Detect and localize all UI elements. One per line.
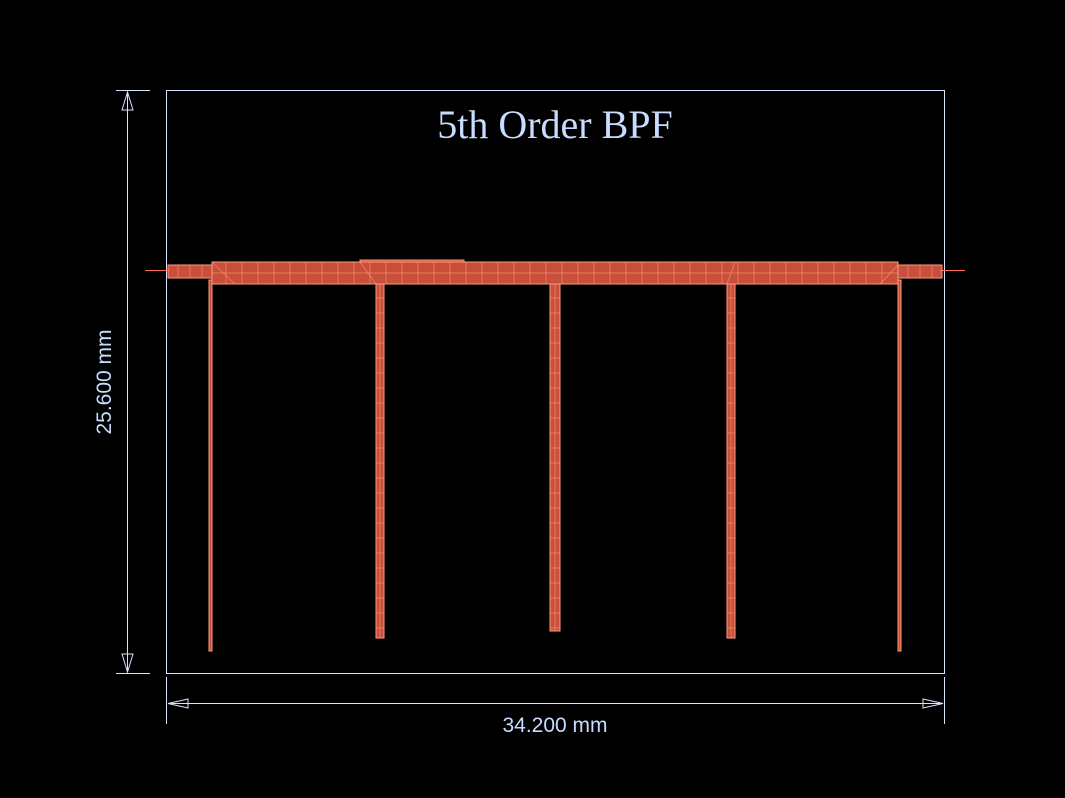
arrow-right-icon — [922, 698, 944, 709]
arrow-up-icon — [121, 90, 134, 111]
resonator-stub-1 — [208, 279, 213, 652]
mesh-line — [211, 261, 236, 285]
mesh-line — [879, 264, 899, 285]
mesh-line — [359, 261, 377, 285]
board-outline — [166, 90, 945, 674]
width-label: 34.200 mm — [502, 714, 607, 737]
mesh-line — [726, 261, 736, 285]
layout-title: 5th Order BPF — [437, 102, 673, 147]
resonator-stub-5 — [897, 279, 902, 652]
height-label: 25.600 mm — [93, 329, 116, 434]
mesh-grid — [177, 261, 933, 638]
height-dimension: 25.600 mm — [93, 90, 150, 674]
arrow-down-icon — [121, 653, 134, 674]
filter-layout — [145, 259, 965, 652]
width-dimension: 34.200 mm — [166, 677, 945, 737]
arrow-left-icon — [167, 698, 189, 709]
